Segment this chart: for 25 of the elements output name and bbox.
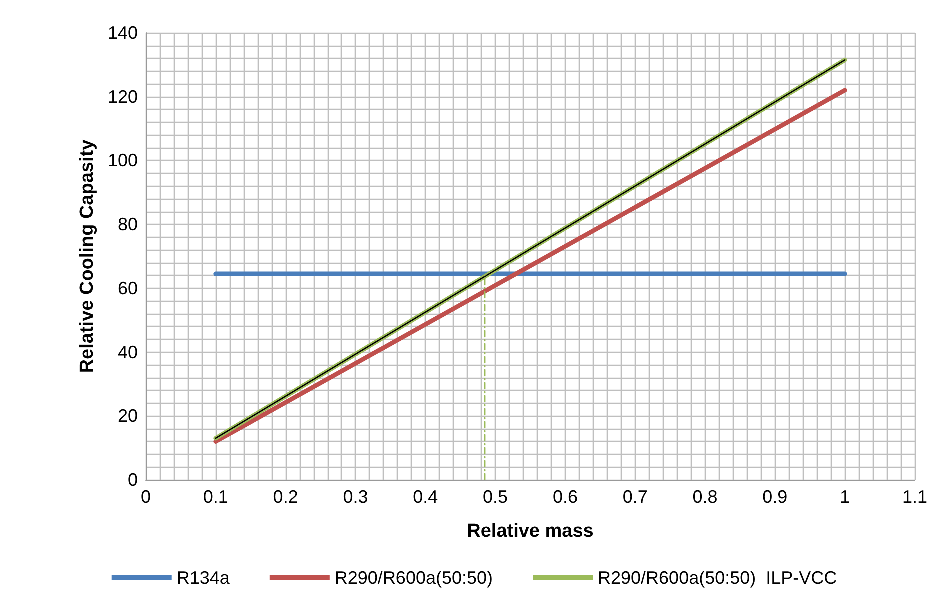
y-tick-label: 80 bbox=[118, 214, 138, 235]
x-tick-label: 0.9 bbox=[762, 487, 788, 507]
legend-label: R290/R600a(50:50) bbox=[334, 568, 494, 588]
legend-label: R290/R600a(50:50) ILP-VCC bbox=[598, 568, 838, 588]
y-tick-label: 20 bbox=[118, 406, 138, 426]
x-tick-label: 0.1 bbox=[203, 487, 228, 507]
x-tick-label: 0.4 bbox=[413, 487, 438, 507]
x-tick-label: 1.1 bbox=[902, 487, 928, 507]
y-tick-label: 60 bbox=[118, 278, 138, 298]
y-tick-label: 140 bbox=[108, 23, 138, 43]
x-tick-label: 0.5 bbox=[483, 487, 508, 507]
x-tick-label: 0.7 bbox=[622, 487, 648, 507]
x-tick-label: 1 bbox=[840, 487, 850, 507]
y-axis-title: Relative Cooling Capasity bbox=[77, 139, 98, 374]
x-tick-label: 0.6 bbox=[552, 487, 578, 507]
x-tick-label: 0.2 bbox=[273, 487, 298, 507]
y-tick-label: 100 bbox=[108, 150, 138, 171]
y-tick-label: 40 bbox=[118, 342, 138, 362]
legend-label: R134a bbox=[176, 568, 231, 588]
x-tick-label: 0.8 bbox=[692, 487, 718, 507]
y-tick-label: 120 bbox=[108, 86, 138, 107]
x-tick-label: 0.3 bbox=[343, 487, 368, 507]
y-tick-label: 0 bbox=[128, 470, 138, 490]
x-axis-title: Relative mass bbox=[467, 521, 594, 542]
x-tick-label: 0 bbox=[140, 487, 152, 507]
